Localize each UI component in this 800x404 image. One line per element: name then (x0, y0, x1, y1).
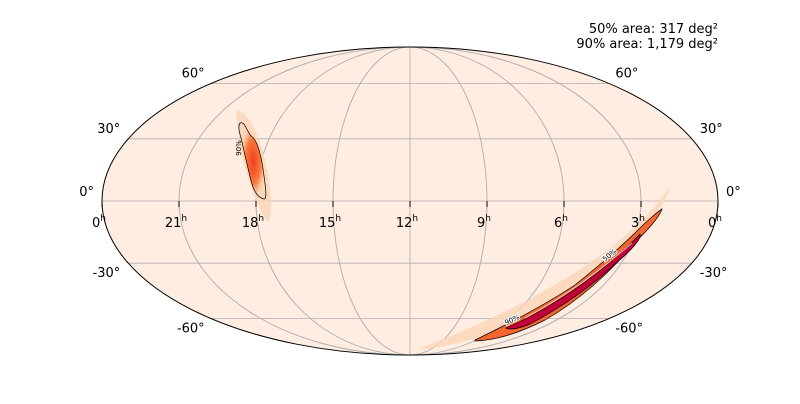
dec-tick-label-left: -30° (93, 266, 121, 281)
dec-tick-label-right: 0° (726, 185, 741, 200)
probability-region-left (240, 123, 267, 199)
dec-tick-label-right: 30° (700, 122, 723, 137)
dec-tick-label-right: 60° (615, 67, 638, 82)
dec-tick-label-left: 60° (182, 67, 205, 82)
contour-90-left (238, 122, 267, 200)
contour-50-right (524, 242, 633, 319)
ra-tick-label: 0h (708, 214, 722, 231)
region-50-right (505, 233, 641, 330)
dec-tick-label-right: -60° (615, 321, 643, 336)
dec-tick-label-left: 30° (97, 122, 120, 137)
dec-tick-label-left: 0° (79, 185, 94, 200)
dec-tick-label-right: -30° (700, 266, 728, 281)
area-90-annotation: 90% area: 1,179 deg² (576, 37, 718, 52)
dec-tick-label-left: -60° (177, 321, 205, 336)
probability-map (236, 110, 670, 350)
contour-label-90-left: 90% (235, 140, 243, 156)
area-50-annotation: 50% area: 317 deg² (589, 22, 718, 37)
ra-tick-label: 0h (92, 214, 106, 231)
contour-90-right (474, 208, 663, 342)
